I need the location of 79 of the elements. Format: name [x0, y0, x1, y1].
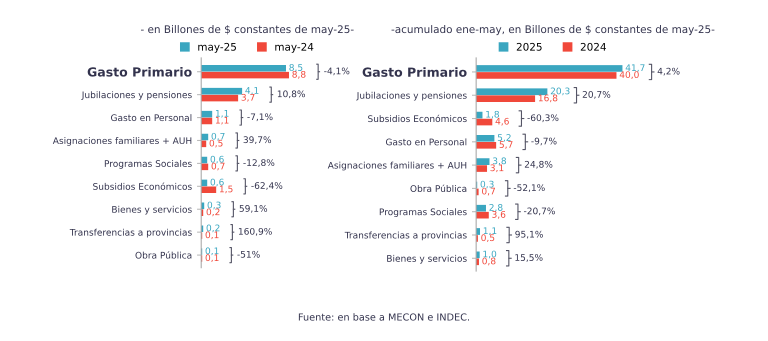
data-label: 0,7 [212, 132, 225, 141]
data-label: 0,6 [210, 178, 224, 186]
data-label: 1,8 [486, 110, 499, 119]
data-label: 4,1 [245, 87, 258, 95]
data-label: 0,5 [210, 140, 223, 148]
annotation: -7,1% [247, 113, 273, 122]
data-label: 3,1 [490, 164, 504, 172]
data-label: 0,8 [482, 258, 496, 266]
data-label: 16,8 [538, 94, 558, 102]
annotation: -51% [237, 250, 260, 258]
data-label: 8,5 [289, 64, 302, 72]
data-label: 0,6 [210, 156, 224, 164]
data-label: 3,8 [492, 157, 506, 166]
legend-label: 2025 [516, 42, 542, 51]
data-label: 0,1 [206, 254, 219, 262]
y-tick-label: Obra Pública [135, 251, 192, 259]
y-tick-label: Gasto Primario [88, 66, 192, 77]
annotation: -9,7% [531, 138, 557, 146]
data-label: 0,1 [206, 247, 219, 256]
annotation: -12,8% [243, 159, 274, 167]
data-label: 0,3 [208, 202, 221, 210]
data-label: 5,7 [500, 141, 513, 149]
y-tick-label: Obra Pública [410, 184, 466, 192]
chart-title: - en Billones de $ constantes de may-25- [140, 25, 354, 36]
annotation: -52,1% [514, 184, 545, 192]
annotation: 10,8% [278, 90, 306, 98]
y-tick-label: Transferencias a provincias [70, 228, 192, 238]
data-label: 3,7 [242, 94, 254, 102]
annotation: 39,7% [244, 136, 272, 144]
text: 4,2% [658, 68, 680, 76]
y-tick-label: Gasto Primario [362, 67, 467, 77]
annotation: 59,1% [240, 205, 268, 213]
legend-label: may-25 [198, 42, 236, 53]
data-label: 0,1 [206, 231, 219, 240]
annotation: 95,1% [515, 230, 543, 239]
y-tick-label: Programas Sociales [380, 208, 467, 218]
data-label: 0,2 [206, 208, 220, 216]
legend-label: may-24 [275, 42, 314, 53]
y-tick-label: Asignaciones familiares + AUH [52, 137, 192, 146]
y-tick-label: Bienes y servicios [387, 254, 467, 264]
legend-label: 2024 [580, 42, 606, 51]
annotation: -60,3% [527, 114, 558, 122]
chart-title: -acumulado ene-may, en Billones de $ constantes de may-25- [392, 25, 714, 36]
annotation: 20,7% [582, 91, 610, 99]
data-label: 2,8 [489, 204, 502, 212]
y-tick-label: Bienes y servicios [112, 206, 192, 215]
text: -4,1% [324, 68, 350, 76]
data-label: 3,6 [492, 210, 506, 219]
data-label: 8,8 [292, 70, 306, 79]
data-label: 0,2 [206, 224, 220, 232]
data-label: 0,5 [481, 234, 494, 242]
data-label: 0,7 [482, 188, 495, 196]
data-label: 40,0 [620, 71, 639, 79]
data-label: 1,1 [484, 227, 496, 236]
annotation: -62,4% [251, 182, 282, 190]
y-tick-label: Subsidios Económicos [93, 182, 192, 190]
annotation: 24,8% [524, 160, 552, 169]
source-note: Fuente: en base a MECON e INDEC. [298, 313, 470, 321]
data-label: 1,1 [216, 116, 228, 125]
data-label: 41,7 [626, 64, 645, 72]
y-tick-label: Gasto en Personal [111, 114, 192, 122]
data-label: 0,7 [212, 162, 225, 170]
data-label: 20,3 [550, 88, 570, 96]
y-tick-label: Asignaciones familiares + AUH [328, 162, 466, 170]
y-tick-label: Subsidios Económicos [368, 114, 467, 122]
y-tick-label: Jubilaciones y pensiones [81, 91, 192, 100]
annotation: 160,9% [238, 228, 272, 236]
data-label: 1,0 [483, 250, 496, 258]
data-label: 1,1 [216, 110, 228, 118]
y-tick-label: Jubilaciones y pensiones [356, 92, 467, 101]
y-tick-label: Gasto en Personal [386, 138, 466, 146]
y-tick-label: Transferencias a provincias [344, 232, 467, 240]
data-label: 0,3 [480, 180, 494, 188]
data-label: 4,6 [496, 118, 509, 126]
data-label: 1,5 [220, 186, 233, 194]
data-label: 5,2 [498, 134, 511, 142]
annotation: 15,5% [515, 254, 543, 262]
annotation: -20,7% [524, 207, 555, 216]
y-tick-label: Programas Sociales [104, 160, 192, 169]
